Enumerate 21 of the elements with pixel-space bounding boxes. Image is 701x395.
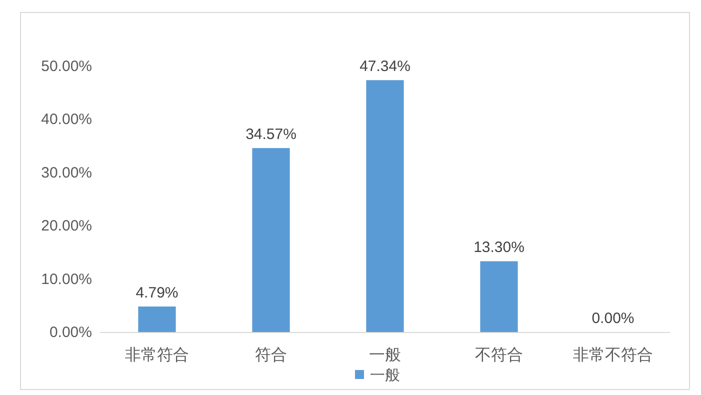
y-tick-label: 50.00%: [41, 58, 92, 75]
bar: [252, 148, 290, 332]
y-tick-label: 0.00%: [49, 324, 92, 341]
y-tick-label: 10.00%: [41, 270, 92, 288]
data-label: 47.34%: [360, 58, 410, 76]
x-tick-label: 非常符合: [125, 346, 189, 364]
x-tick-label: 一般: [369, 347, 401, 364]
data-label: 13.30%: [474, 239, 524, 256]
bar: [480, 261, 518, 332]
data-label: 34.57%: [246, 126, 296, 144]
bar: [366, 80, 404, 332]
y-tick-label: 20.00%: [41, 218, 92, 235]
x-tick-label: 符合: [255, 346, 287, 364]
bar: [138, 306, 176, 332]
x-tick-label: 不符合: [475, 346, 523, 364]
data-label: 0.00%: [592, 310, 634, 327]
legend-label: 一般: [370, 367, 400, 384]
y-tick-label: 30.00%: [41, 164, 92, 182]
y-tick-label: 40.00%: [41, 111, 92, 128]
data-label: 4.79%: [136, 284, 178, 302]
x-tick-label: 非常不符合: [573, 346, 653, 364]
